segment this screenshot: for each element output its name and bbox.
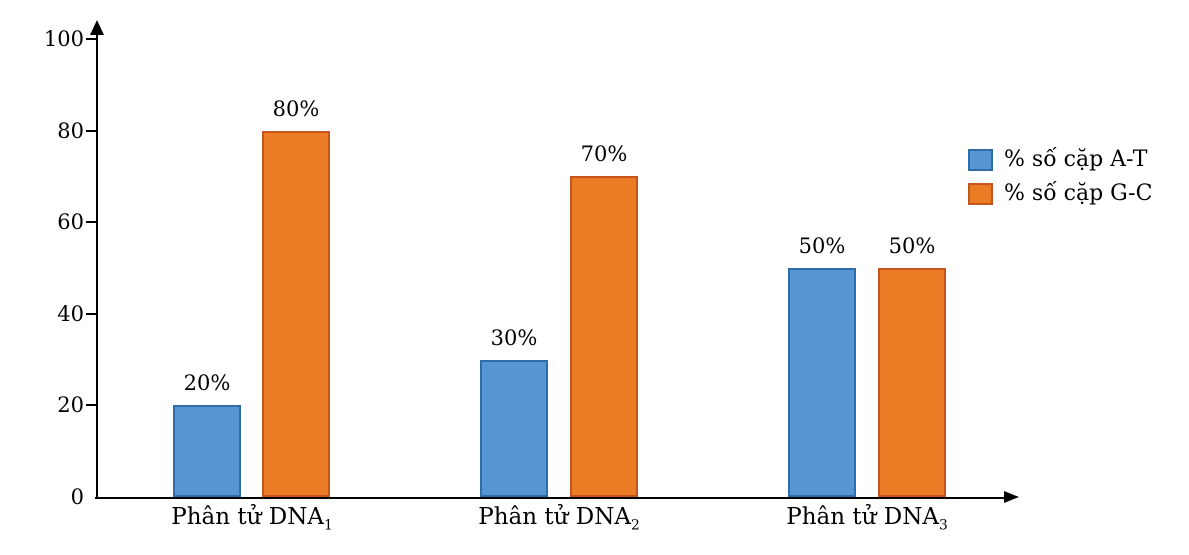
category-label-dna1: Phân tử DNA1 [157,502,347,532]
category-text: Phân tử DNA [171,504,324,530]
category-subscript: 3 [938,517,948,534]
legend-item-at: % số cặp A-T [968,146,1152,173]
bar-at-dna1 [173,405,241,497]
y-axis-tick [86,312,97,315]
legend-label-gc: % số cặp G-C [1004,181,1153,206]
y-axis-tick-label: 40 [57,301,84,326]
y-axis-line [95,30,98,497]
category-subscript: 2 [630,517,640,534]
category-text: Phân tử DNA [478,504,631,530]
legend-swatch-at-icon [968,148,993,171]
y-axis-arrow-icon [89,20,104,35]
y-axis-tick-label: 60 [57,210,84,235]
bar-at-dna2 [480,359,548,497]
bar-value-label: 70% [580,142,628,167]
y-axis-tick [86,221,97,224]
category-label-dna2: Phân tử DNA2 [464,502,654,532]
y-axis-tick-label: 0 [70,485,84,509]
legend-swatch-gc-icon [968,182,993,205]
y-axis-tick [86,404,97,407]
y-axis-tick [86,38,97,40]
legend-label-at: % số cặp A-T [1004,147,1148,172]
x-axis-line [95,496,1005,499]
category-label-dna3: Phân tử DNA3 [772,502,962,532]
category-text: Phân tử DNA [786,504,939,530]
bar-gc-dna3 [878,268,946,497]
x-axis-arrow-icon [1004,491,1019,503]
category-subscript: 1 [323,517,333,534]
y-axis-tick-label: 80 [57,118,84,143]
bar-value-label: 20% [183,371,231,396]
bar-value-label: 50% [798,234,846,258]
bar-value-label: 50% [888,234,936,258]
bar-value-label: 30% [490,325,538,350]
bar-value-label: 80% [272,96,320,121]
y-axis-tick-label: 100 [43,27,84,51]
legend: % số cặp A-T % số cặp G-C [968,146,1152,214]
y-axis-tick [86,129,97,132]
legend-item-gc: % số cặp G-C [968,180,1152,207]
bar-at-dna3 [788,268,856,497]
y-axis-tick-label: 20 [57,393,84,418]
bar-gc-dna2 [570,176,638,497]
bar-gc-dna1 [262,130,330,497]
